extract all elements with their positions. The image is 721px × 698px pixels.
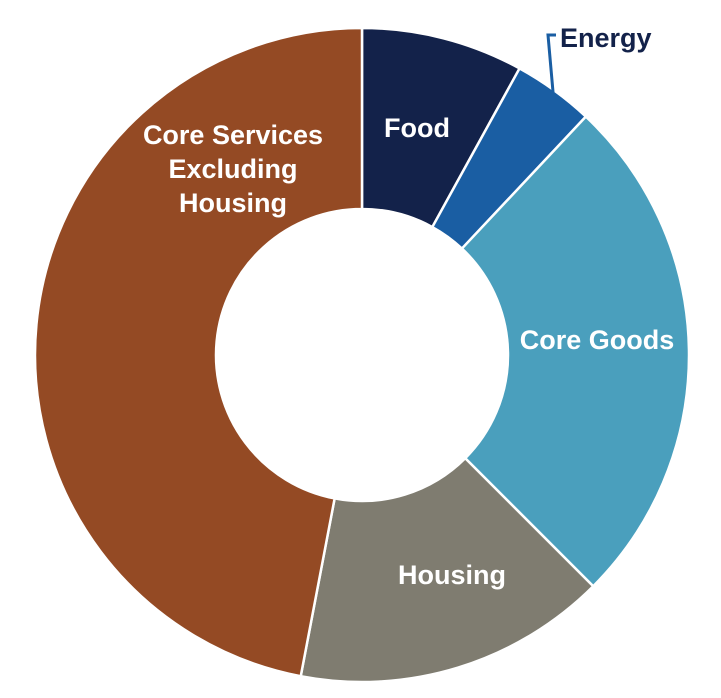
labels-group: Food Energy Core Goods Housing Core Services… — [143, 23, 674, 590]
label-housing: Housing — [398, 560, 506, 590]
slices-group — [33, 26, 691, 684]
slice-housing — [299, 456, 595, 684]
leader-lines-group — [546, 33, 556, 93]
slice-core-goods — [460, 114, 691, 588]
leader-line-energy — [546, 33, 556, 93]
label-energy: Energy — [560, 23, 652, 53]
label-food: Food — [384, 113, 450, 143]
label-core-goods: Core Goods — [520, 325, 675, 355]
slice-core-services-excluding-housing — [33, 26, 364, 678]
label-core-services-excluding-housing: Core Services Excluding Housing — [143, 120, 323, 218]
